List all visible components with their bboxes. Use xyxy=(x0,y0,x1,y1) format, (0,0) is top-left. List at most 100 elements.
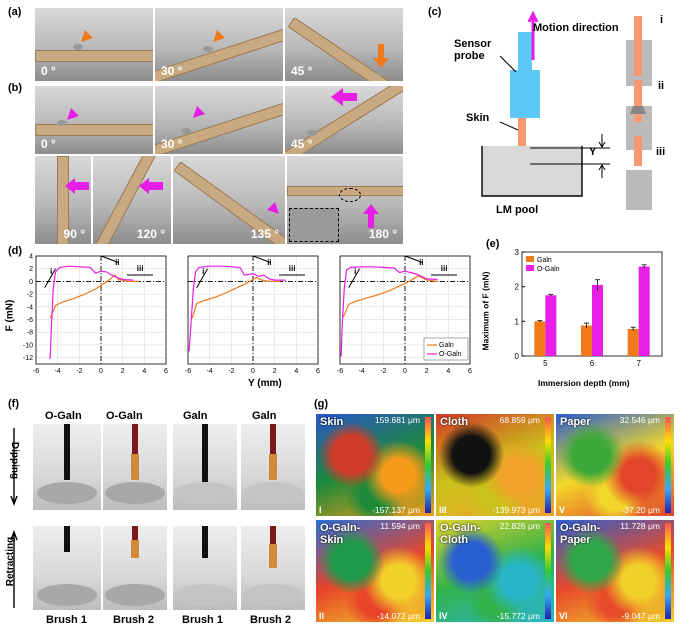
x-tick-label: 0 xyxy=(403,368,407,375)
colorbar xyxy=(545,417,551,513)
series-line xyxy=(340,266,438,357)
e-xlabel: Immersion depth (mm) xyxy=(538,378,630,388)
orange-arrow-icon xyxy=(81,22,101,42)
photo-b-135: 135 ° xyxy=(173,156,285,244)
label-motion-direction: Motion direction xyxy=(533,22,619,34)
angle-label: 30 ° xyxy=(161,137,183,151)
surface-roman: V xyxy=(559,505,566,515)
label-step-iii: iii xyxy=(656,146,666,158)
x-tick-label: 6 xyxy=(316,368,320,375)
bar xyxy=(581,325,592,356)
angle-label: 45 ° xyxy=(291,64,313,78)
zoom-inset xyxy=(289,208,339,242)
panel-d-label: (d) xyxy=(8,245,23,257)
photo-f-ret-4 xyxy=(241,526,305,610)
label-y: Y xyxy=(589,146,597,158)
surface-title: Skin xyxy=(320,416,344,428)
magenta-arrow-icon xyxy=(259,194,279,214)
surface-min: -139.973 μm xyxy=(492,505,540,515)
magenta-arrow-icon xyxy=(193,98,213,118)
photo-f-dip-2 xyxy=(103,424,167,510)
f-top-label: Galn xyxy=(252,410,277,422)
x-tick-label: 0 xyxy=(99,368,103,375)
down-arrow-icon xyxy=(10,428,18,506)
y-tick-label: 0 xyxy=(29,279,33,286)
label-step-i: i xyxy=(660,14,664,26)
orange-arrow-icon xyxy=(373,44,389,68)
photo-f-ret-1 xyxy=(33,526,101,610)
angle-label: 135 ° xyxy=(250,227,279,241)
bar xyxy=(627,328,639,356)
x-tick-label: -2 xyxy=(380,368,386,375)
surface-roman: II xyxy=(319,611,325,621)
x-tick-label: 4 xyxy=(446,368,450,375)
legend-label: O-Galn xyxy=(439,351,462,358)
legend-label: Galn xyxy=(439,342,454,349)
surface-roman: IV xyxy=(439,611,448,621)
y-tick-label: 4 xyxy=(29,254,33,261)
f-bottom-label: Brush 2 xyxy=(113,614,154,626)
photo-a-30: 30 ° xyxy=(155,8,283,81)
series-line xyxy=(342,275,438,318)
droplet xyxy=(203,46,213,52)
surface-title: Paper xyxy=(560,416,591,428)
phase-arrow xyxy=(252,255,271,263)
tissue-strip xyxy=(35,50,153,62)
x-tick-label: 4 xyxy=(294,368,298,375)
bar xyxy=(545,295,557,356)
phase-label: i xyxy=(202,267,204,276)
highlight-circle xyxy=(339,188,361,202)
probe-upper xyxy=(518,32,532,70)
surface-title: O-Galn- Skin xyxy=(320,522,361,546)
orange-arrow-icon xyxy=(213,22,233,42)
angle-label: 180 ° xyxy=(368,227,397,241)
label-step-ii: ii xyxy=(658,80,665,92)
panel-b-label: (b) xyxy=(8,82,23,94)
x-tick-label: -4 xyxy=(55,368,61,375)
surface-title: Cloth xyxy=(440,416,469,428)
x-tick-label: -6 xyxy=(337,368,343,375)
schematic xyxy=(481,10,652,210)
tissue-strip xyxy=(35,124,153,136)
surface-title: O-Galn- Cloth xyxy=(440,522,481,546)
angle-label: 0 ° xyxy=(41,64,56,78)
photo-b-120: 120 ° xyxy=(93,156,171,244)
x-tick-label: -2 xyxy=(76,368,82,375)
droplet xyxy=(181,128,191,134)
y-tick-label: 2 xyxy=(29,266,33,273)
panel-a-label: (a) xyxy=(8,6,22,18)
label-lm-pool: LM pool xyxy=(496,204,539,216)
f-top-label: O-Galn xyxy=(106,410,143,422)
surface-max: 11.728 μm xyxy=(620,521,660,531)
legend-label: Galn xyxy=(537,257,552,264)
bar xyxy=(638,266,650,356)
photo-f-ret-2 xyxy=(103,526,167,610)
angle-label: 120 ° xyxy=(136,227,165,241)
surface-min: -14.072 μm xyxy=(376,611,420,621)
surface-tile: O-Galn- Cloth 22.826 μm -15.772 μm IV xyxy=(436,520,554,622)
bar xyxy=(534,321,546,356)
colorbar xyxy=(425,523,431,619)
phase-label: i xyxy=(354,267,356,276)
series-line xyxy=(188,265,286,352)
magenta-arrow-icon xyxy=(363,204,379,228)
photo-b-0: 0 ° xyxy=(35,86,153,154)
magenta-arrow-icon xyxy=(139,178,163,194)
skin-strip xyxy=(518,118,526,164)
x-tick-label: -2 xyxy=(228,368,234,375)
magenta-arrow-icon xyxy=(65,178,89,194)
x-tick-label: 4 xyxy=(142,368,146,375)
x-tick-label: 0 xyxy=(251,368,255,375)
phase-label: ii xyxy=(115,258,119,267)
step-iii xyxy=(626,136,652,210)
y-tick-label: 0 xyxy=(515,352,520,361)
surface-max: 11.594 μm xyxy=(380,521,420,531)
max-force-chart: 0 1 2 3 5 6 7 Galn O-Galn xyxy=(515,248,663,368)
x-tick-label: -6 xyxy=(185,368,191,375)
surface-tile: O-Galn- Paper 11.728 μm -9.047 μm VI xyxy=(556,520,674,622)
photo-a-0: 0 ° xyxy=(35,8,153,81)
angle-label: 0 ° xyxy=(41,137,56,151)
d-ylabel: F (mN) xyxy=(4,299,16,332)
